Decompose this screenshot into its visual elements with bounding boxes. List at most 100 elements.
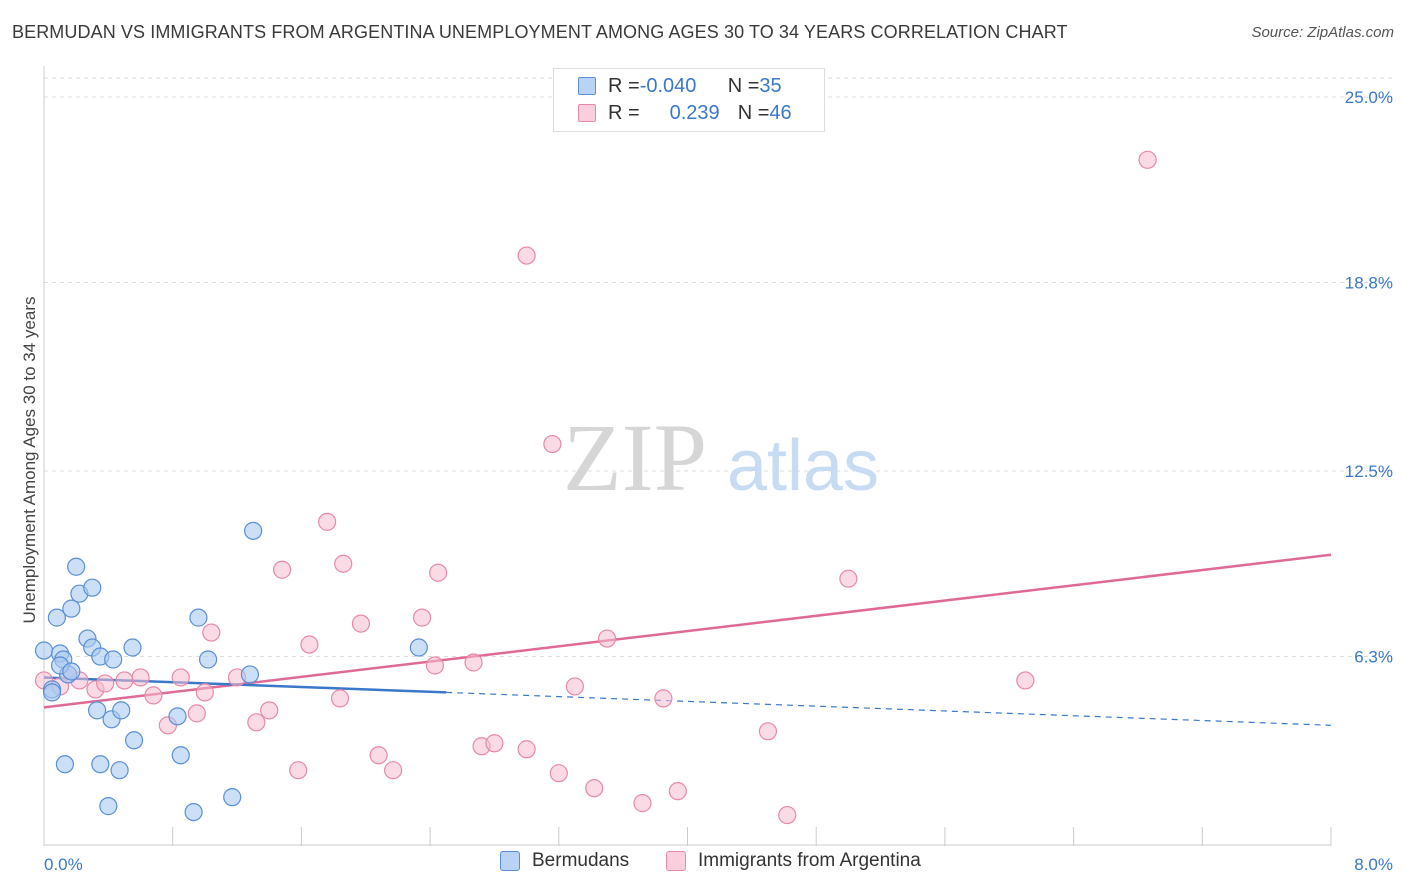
- point-argentina: [96, 674, 115, 693]
- point-argentina: [517, 246, 536, 265]
- point-bermudans: [87, 701, 107, 720]
- point-argentina: [247, 713, 266, 732]
- point-bermudans: [112, 701, 131, 720]
- point-bermudans: [99, 797, 118, 816]
- point-bermudans: [67, 557, 86, 576]
- chart-title: BERMUDAN VS IMMIGRANTS FROM ARGENTINA UN…: [12, 22, 1068, 42]
- legend-r-label: R =: [608, 101, 640, 124]
- point-argentina: [131, 668, 150, 687]
- trend-line-argentina: [43, 553, 1332, 709]
- legend-n-label: N =: [737, 101, 770, 124]
- point-argentina: [485, 734, 504, 753]
- point-argentina: [330, 689, 350, 708]
- legend-n-value: 46: [769, 101, 792, 124]
- point-argentina: [202, 623, 221, 642]
- point-argentina: [195, 683, 214, 702]
- legend-n-label: N =: [727, 74, 760, 97]
- point-bermudans: [110, 761, 129, 780]
- point-bermudans: [123, 638, 142, 657]
- point-bermudans: [124, 731, 144, 750]
- point-argentina: [300, 635, 319, 654]
- tick-labels: 6.3% 12.5% 18.8% 25.0% 0.0% 8.0%: [44, 88, 1393, 874]
- y-tick-label: 25.0%: [1345, 88, 1393, 107]
- point-bermudans: [91, 755, 110, 774]
- point-bermudans: [184, 802, 203, 822]
- point-bermudans: [223, 788, 242, 807]
- point-bermudans: [55, 755, 75, 774]
- x-tick-label: 0.0%: [44, 855, 83, 874]
- point-bermudans: [409, 638, 428, 657]
- watermark-atlas: atlas: [727, 426, 879, 506]
- point-argentina: [585, 779, 604, 798]
- correlation-legend: R = -0.040 N = 35 R = 0.239 N = 46: [553, 68, 825, 132]
- point-argentina: [289, 761, 308, 780]
- point-argentina: [1138, 150, 1157, 169]
- point-argentina: [272, 560, 292, 579]
- point-bermudans: [171, 746, 190, 765]
- series-legend: Bermudans Immigrants from Argentina: [0, 850, 1406, 878]
- watermark: ZIP atlas: [563, 404, 879, 511]
- argentina-swatch: [666, 851, 686, 871]
- trend-lines: [43, 553, 1332, 726]
- point-bermudans: [83, 578, 102, 597]
- point-argentina: [633, 794, 652, 813]
- legend-row-argentina: R = 0.239 N = 46: [578, 101, 792, 125]
- x-tick-label: 8.0%: [1354, 855, 1393, 874]
- point-bermudans: [244, 521, 263, 540]
- series-legend-label: Bermudans: [532, 850, 630, 871]
- point-argentina: [543, 434, 562, 454]
- legend-row-bermudans: R = -0.040 N = 35: [578, 74, 782, 98]
- point-argentina: [1016, 671, 1035, 690]
- point-bermudans: [42, 683, 62, 702]
- y-tick-label: 12.5%: [1345, 462, 1393, 481]
- data-points: [34, 150, 1157, 825]
- point-bermudans: [62, 662, 81, 681]
- point-bermudans: [198, 650, 218, 669]
- legend-r-value: -0.040: [639, 74, 697, 97]
- point-bermudans: [34, 641, 54, 660]
- point-argentina: [778, 805, 797, 825]
- point-bermudans: [47, 608, 66, 627]
- source-label: Source: ZipAtlas.com: [1251, 24, 1394, 41]
- legend-n-value: 35: [759, 74, 782, 97]
- point-bermudans: [240, 665, 260, 684]
- point-argentina: [839, 569, 858, 588]
- series-legend-label: Immigrants from Argentina: [698, 850, 921, 871]
- point-argentina: [517, 740, 536, 759]
- point-argentina: [549, 764, 568, 783]
- point-argentina: [464, 653, 483, 672]
- watermark-zip: ZIP: [563, 404, 707, 511]
- gridlines: [44, 77, 1395, 658]
- point-argentina: [260, 701, 279, 720]
- point-argentina: [171, 668, 190, 687]
- point-argentina: [668, 782, 687, 801]
- point-bermudans: [62, 599, 81, 618]
- legend-r-label: R =: [608, 74, 640, 97]
- point-bermudans: [189, 608, 208, 627]
- point-bermudans: [104, 650, 123, 669]
- point-argentina: [597, 629, 617, 648]
- series-legend-bermudans: Bermudans: [500, 850, 629, 872]
- point-argentina: [429, 563, 448, 582]
- point-argentina: [318, 512, 337, 531]
- point-argentina: [144, 686, 163, 705]
- point-argentina: [412, 608, 432, 627]
- point-argentina: [351, 614, 371, 633]
- point-bermudans: [168, 707, 187, 726]
- point-argentina: [383, 761, 403, 780]
- point-argentina: [654, 689, 673, 708]
- bermudans-swatch: [500, 851, 520, 871]
- series-legend-argentina: Immigrants from Argentina: [666, 850, 921, 872]
- trend-line-bermudans-extension: [446, 691, 1332, 726]
- y-tick-label: 6.3%: [1354, 648, 1393, 667]
- legend-swatch-blue: [578, 77, 596, 95]
- axes: [43, 66, 1332, 846]
- point-argentina: [425, 656, 445, 675]
- point-argentina: [565, 677, 584, 696]
- legend-swatch-pink: [578, 104, 596, 122]
- y-tick-label: 18.8%: [1345, 274, 1393, 293]
- point-argentina: [187, 704, 206, 723]
- point-argentina: [369, 746, 388, 765]
- legend-r-value: 0.239: [669, 101, 720, 124]
